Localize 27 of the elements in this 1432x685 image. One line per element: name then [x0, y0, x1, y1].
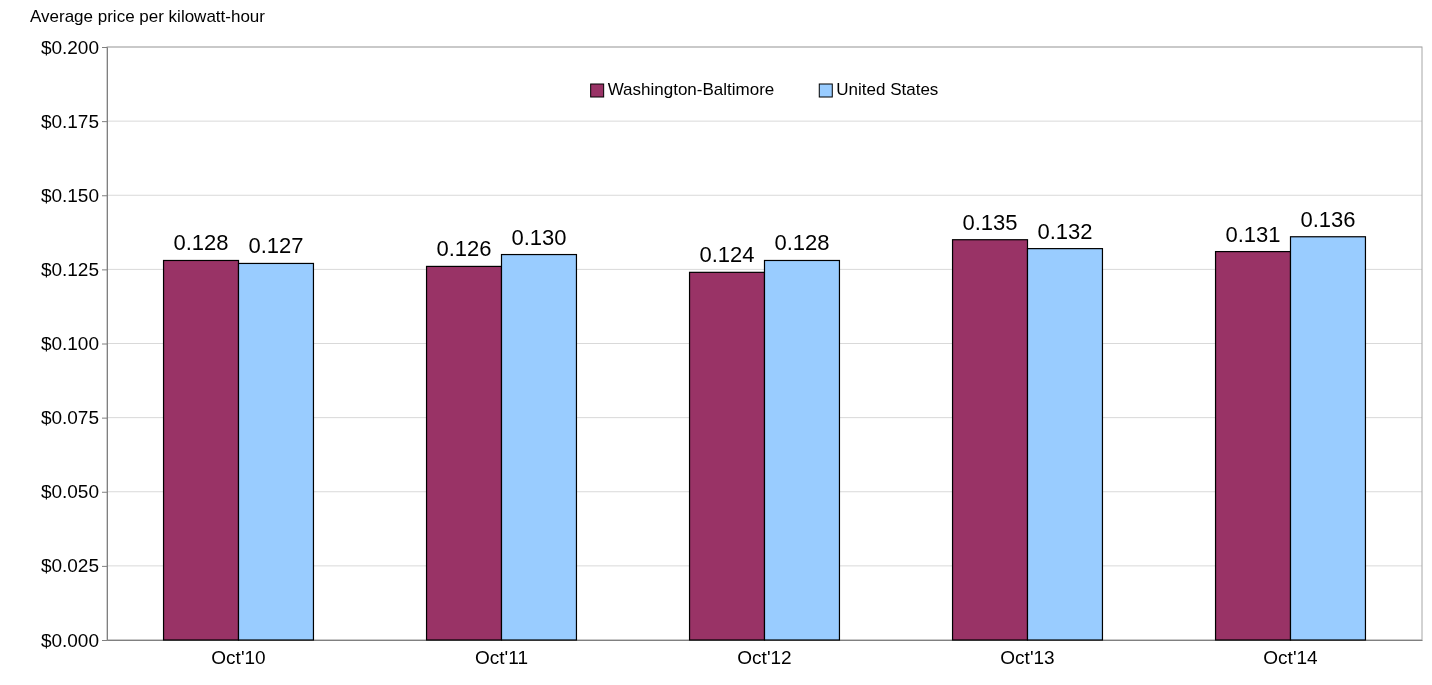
data-label: 0.131 — [1225, 221, 1281, 247]
y-tick-label: $0.100 — [40, 333, 99, 355]
y-axis-title: Average price per kilowatt-hour — [30, 7, 266, 26]
data-label: 0.132 — [1037, 218, 1093, 244]
x-tick-label: Oct'11 — [475, 646, 528, 668]
data-label: 0.124 — [699, 242, 755, 268]
data-label: 0.135 — [962, 209, 1018, 235]
x-tick-label: Oct'13 — [1000, 646, 1055, 668]
y-tick-label: $0.050 — [40, 481, 99, 503]
y-tick-label: $0.175 — [40, 110, 99, 132]
data-label: 0.126 — [436, 236, 492, 262]
data-label: 0.130 — [511, 224, 567, 250]
y-tick-label: $0.000 — [40, 629, 99, 651]
y-tick-label: $0.075 — [40, 407, 99, 429]
data-label: 0.136 — [1300, 206, 1356, 232]
x-tick-label: Oct'14 — [1263, 646, 1319, 668]
data-label: 0.127 — [248, 233, 304, 259]
y-tick-label: $0.125 — [40, 258, 99, 280]
legend-label: United States — [836, 80, 939, 99]
y-tick-label: $0.025 — [40, 555, 99, 577]
data-label: 0.128 — [774, 230, 830, 256]
legend-label: Washington-Baltimore — [607, 80, 775, 99]
y-tick-label: $0.150 — [40, 184, 99, 206]
x-tick-label: Oct'10 — [211, 646, 266, 668]
data-label: 0.128 — [173, 230, 229, 256]
x-tick-label: Oct'12 — [737, 646, 792, 668]
y-tick-label: $0.200 — [40, 36, 99, 58]
